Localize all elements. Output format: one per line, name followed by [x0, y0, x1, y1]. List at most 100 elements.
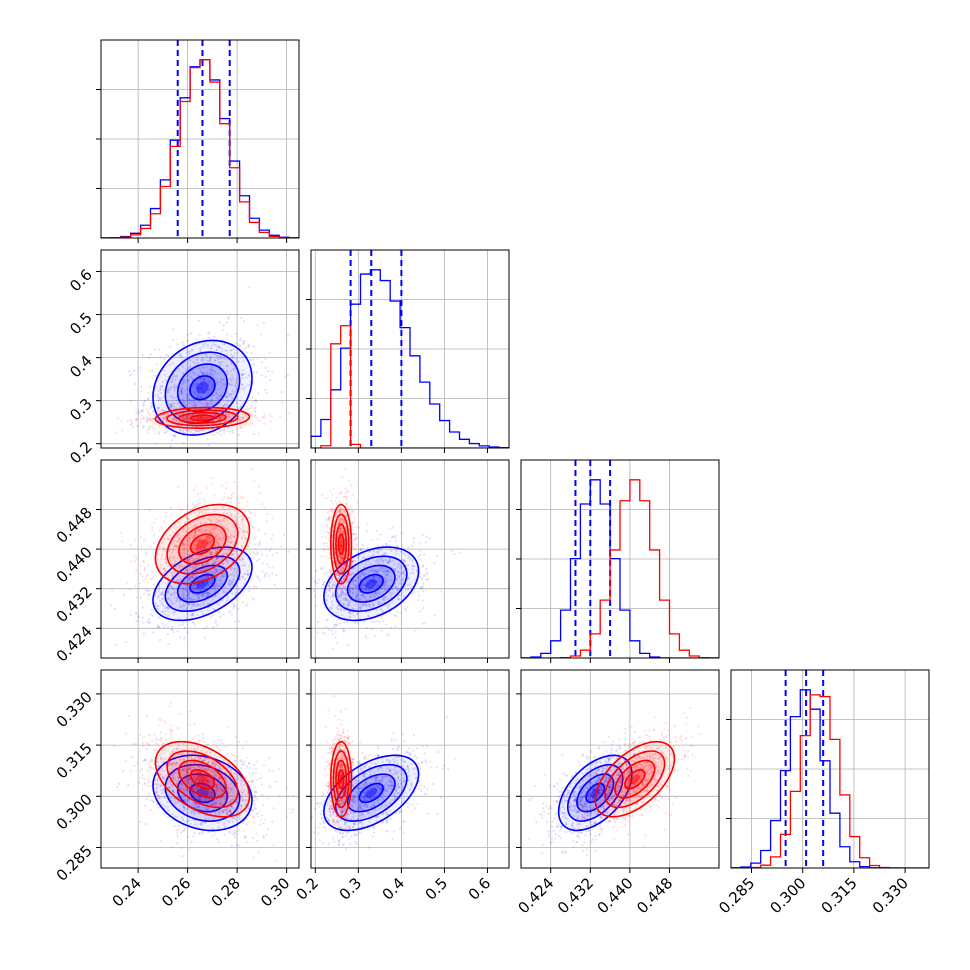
density-fill-0	[323, 547, 419, 621]
density-fill-3	[623, 768, 646, 790]
panel-1-0	[100, 249, 300, 449]
xtick-label: 0.432	[554, 874, 597, 917]
density-fill-1	[335, 556, 407, 612]
scatter-area	[311, 467, 462, 650]
contour-line-3	[189, 414, 216, 422]
contour-line-1	[334, 555, 408, 613]
panel-3-2	[520, 669, 720, 869]
scatter-area	[311, 695, 456, 851]
panel-2-2	[516, 459, 720, 659]
ytick-label: 0.5	[66, 309, 96, 339]
xtick-label: 0.330	[869, 874, 912, 917]
contour-line-3	[358, 782, 384, 804]
density-fill-0	[152, 547, 252, 621]
density-fill-4	[196, 416, 209, 420]
contour-line-1	[166, 409, 239, 427]
contour-line-2	[178, 759, 227, 799]
panel-0-0	[96, 39, 300, 239]
panel-border	[100, 669, 300, 869]
contour-line-0	[323, 546, 420, 622]
ytick-label: 0.424	[53, 622, 96, 665]
contour-line-2	[335, 759, 348, 799]
xtick-label: 0.300	[766, 874, 809, 917]
contour-line-1	[604, 750, 666, 809]
xtick-label: 0.2	[293, 874, 323, 904]
density-fill-1	[167, 514, 238, 574]
contour-line-2	[178, 523, 227, 565]
panel-2-0	[100, 459, 300, 659]
xtick-label: 0.440	[594, 874, 637, 917]
ytick-label: 0.6	[66, 266, 96, 296]
density-fill-2	[177, 364, 228, 412]
xtick-label: 0.30	[257, 874, 293, 910]
contour-line-0	[154, 740, 251, 818]
panel-3-3	[726, 669, 930, 869]
contour-line-1	[166, 750, 239, 809]
xtick-label: 0.3	[336, 874, 366, 904]
contour-line-3	[358, 573, 384, 594]
density-fill-1	[605, 751, 665, 808]
xtick-label: 0.6	[465, 874, 495, 904]
hist-area	[311, 250, 509, 448]
panel-1-1	[306, 249, 510, 449]
density-fill-2	[335, 524, 347, 564]
contour-line-2	[178, 411, 227, 424]
contour-line-1	[332, 513, 350, 575]
scatter-points-series-1	[111, 468, 275, 617]
contour-line-2	[176, 363, 229, 413]
contour-line-0	[152, 546, 253, 622]
ytick-label: 0.2	[66, 438, 96, 468]
xtick-label: 0.4	[379, 874, 409, 904]
density-fill-4	[196, 381, 209, 394]
histogram-series-1	[311, 325, 509, 448]
panel-3-1	[310, 669, 510, 869]
contour-line-2	[176, 564, 229, 603]
density-fill-2	[178, 524, 226, 564]
density-fill-2	[347, 565, 395, 603]
density-fill-2	[178, 412, 226, 424]
density-fill-1	[567, 764, 623, 822]
contour-line-0	[154, 503, 251, 585]
contour-line-3	[585, 782, 606, 804]
scatter-area	[114, 286, 291, 448]
contour-line-2	[346, 773, 396, 813]
density-fill-4	[339, 539, 343, 550]
density-fill-4	[629, 774, 640, 784]
hist-area	[101, 40, 299, 238]
ytick-label: 0.432	[53, 583, 96, 626]
density-fill-0	[595, 741, 675, 817]
density-fill-1	[165, 352, 240, 424]
contour-line-0	[330, 740, 353, 818]
density-fill-2	[615, 760, 655, 799]
xtick-label: 0.424	[514, 874, 557, 917]
histogram-series-0	[101, 59, 299, 238]
contour-line-3	[189, 533, 216, 555]
ytick-label: 0.330	[53, 688, 96, 731]
panel-border	[310, 669, 510, 869]
density-fill-4	[365, 579, 378, 589]
xtick-label: 0.26	[158, 874, 194, 910]
contour-line-2	[614, 759, 656, 799]
histogram-series-0	[311, 269, 509, 448]
contour-line-0	[154, 406, 251, 430]
scatter-area	[110, 468, 290, 646]
contour-line-0	[330, 503, 353, 585]
panel-border	[520, 669, 720, 869]
contour-line-3	[337, 533, 345, 555]
scatter-area	[528, 706, 701, 857]
density-fill-1	[167, 751, 238, 808]
panel-3-0	[100, 669, 300, 869]
density-fill-4	[196, 539, 209, 550]
contour-line-0	[323, 754, 420, 832]
density-fill-4	[196, 774, 209, 784]
histogram-series-1	[101, 59, 299, 238]
contour-line-1	[332, 750, 350, 809]
xtick-label: 0.24	[109, 874, 145, 910]
contour-line-3	[337, 769, 345, 790]
density-fill-0	[155, 504, 250, 584]
density-fill-4	[365, 788, 378, 798]
contour-line-2	[335, 523, 348, 565]
scatter-area	[113, 702, 295, 862]
density-fill-0	[152, 755, 252, 831]
